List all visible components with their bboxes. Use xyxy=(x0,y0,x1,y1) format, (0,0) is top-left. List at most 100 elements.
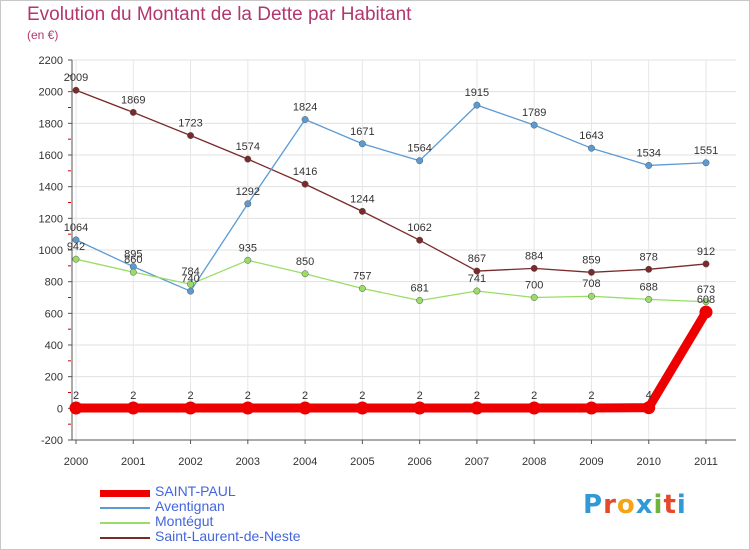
x-tick-label: 2003 xyxy=(236,456,260,468)
data-label: 1574 xyxy=(236,141,260,153)
data-label: 1062 xyxy=(407,222,431,234)
data-point xyxy=(72,255,80,263)
data-label: 2 xyxy=(474,390,480,402)
data-label: 700 xyxy=(525,280,543,292)
data-point xyxy=(129,268,137,276)
data-label: 784 xyxy=(181,266,199,278)
data-point xyxy=(69,401,83,415)
y-tick-label: 600 xyxy=(45,308,63,320)
x-tick-label: 2004 xyxy=(293,456,317,468)
data-point xyxy=(473,287,481,295)
x-tick-label: 2001 xyxy=(121,456,145,468)
data-label: 608 xyxy=(697,294,715,306)
y-tick-label: 1400 xyxy=(39,182,63,194)
data-point xyxy=(416,157,424,165)
data-point xyxy=(530,121,538,129)
legend-label: SAINT-PAUL xyxy=(155,483,236,499)
data-point xyxy=(358,285,366,292)
x-tick-label: 2007 xyxy=(465,456,489,468)
legend-label: Aventignan xyxy=(155,498,225,514)
data-point xyxy=(588,268,595,276)
data-point xyxy=(355,401,369,415)
data-label: 4 xyxy=(646,390,652,402)
data-point xyxy=(645,162,653,169)
data-label: 912 xyxy=(697,246,715,258)
data-label: 2 xyxy=(531,390,537,402)
data-label: 1671 xyxy=(350,126,374,138)
data-point xyxy=(473,101,481,109)
data-label: 860 xyxy=(124,254,142,266)
x-tick-label: 2011 xyxy=(694,456,718,468)
legend-label: Montégut xyxy=(155,513,214,529)
y-tick-label: 400 xyxy=(45,340,63,352)
data-label: 673 xyxy=(697,284,715,296)
data-point xyxy=(530,264,538,272)
y-tick-label: 1200 xyxy=(39,213,63,225)
logo-letter: i xyxy=(653,490,664,520)
data-point xyxy=(358,140,366,148)
data-point xyxy=(244,200,252,208)
data-point xyxy=(301,116,309,123)
data-point xyxy=(416,297,424,304)
data-point xyxy=(187,280,194,288)
data-label: 2009 xyxy=(64,72,88,84)
data-point xyxy=(584,401,598,415)
data-point xyxy=(473,267,481,275)
y-tick-label: 200 xyxy=(45,372,63,384)
data-label: 942 xyxy=(67,241,85,253)
logo-letter: x xyxy=(635,490,654,520)
data-point xyxy=(527,401,541,415)
data-label: 850 xyxy=(296,256,314,268)
data-label: 1723 xyxy=(178,118,202,130)
data-label: 884 xyxy=(525,250,543,262)
logo-letter: t xyxy=(663,490,677,520)
data-label: 741 xyxy=(468,273,486,285)
logo-letter: P xyxy=(583,490,604,520)
data-label: 2 xyxy=(187,390,193,402)
series-line xyxy=(75,89,707,273)
data-label: 935 xyxy=(239,242,257,254)
data-label: 2 xyxy=(417,390,423,402)
y-tick-label: 0 xyxy=(57,403,63,415)
data-point xyxy=(187,287,194,295)
legend-item-saint-paul: SAINT-PAUL xyxy=(100,483,400,501)
x-tick-label: 2005 xyxy=(350,456,374,468)
data-point xyxy=(702,260,710,268)
y-tick-label: 1000 xyxy=(39,245,63,257)
data-label: 1564 xyxy=(407,143,431,155)
data-label: 2 xyxy=(588,390,594,402)
data-point xyxy=(702,159,710,167)
data-point xyxy=(129,108,137,116)
data-label: 1869 xyxy=(121,94,145,106)
unit-label: (en €) xyxy=(27,28,59,42)
data-label: 878 xyxy=(640,251,658,263)
data-label: 681 xyxy=(410,283,428,295)
y-tick-label: 1800 xyxy=(39,118,63,130)
legend-swatch xyxy=(100,537,150,539)
logo-letter: i xyxy=(676,490,687,520)
data-point xyxy=(241,401,255,415)
data-label: 1064 xyxy=(64,222,88,234)
data-label: 1534 xyxy=(636,147,660,159)
data-label: 2 xyxy=(302,390,308,402)
data-point xyxy=(244,256,252,264)
x-tick-label: 2009 xyxy=(579,456,603,468)
series-line xyxy=(75,258,707,303)
data-point xyxy=(702,298,710,306)
data-label: 2 xyxy=(130,390,136,402)
data-point xyxy=(72,86,80,94)
data-point xyxy=(72,236,80,244)
data-point xyxy=(187,132,194,139)
data-point xyxy=(301,180,309,188)
y-tick-label: 2200 xyxy=(39,55,63,67)
chart-title: Evolution du Montant de la Dette par Hab… xyxy=(27,4,412,25)
data-label: 2 xyxy=(245,390,251,402)
legend-swatch xyxy=(100,522,150,524)
legend-label: Saint-Laurent-de-Neste xyxy=(155,528,301,544)
logo-letter: r xyxy=(603,490,617,520)
data-label: 1244 xyxy=(350,193,374,205)
legend-item-montegut: Montégut xyxy=(100,513,400,531)
data-label: 1551 xyxy=(694,145,718,157)
data-point xyxy=(298,401,312,415)
